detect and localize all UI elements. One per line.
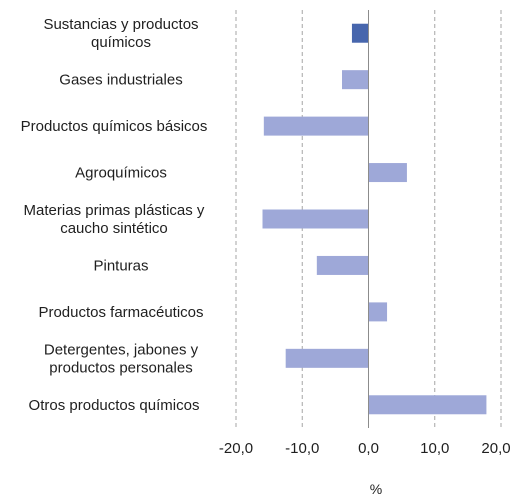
bar — [351, 23, 369, 43]
category-label: Productos farmacéuticos — [38, 304, 203, 321]
x-tick-label: 10,0 — [420, 440, 449, 457]
category-label: Otros productos químicos — [29, 397, 200, 414]
category-labels: Sustancias y productos químicos Gases indu… — [21, 16, 208, 414]
bar — [368, 302, 388, 322]
bar — [262, 209, 369, 229]
x-axis-title: % — [370, 481, 382, 495]
x-tick-label: -20,0 — [219, 440, 253, 457]
bar — [368, 163, 407, 183]
bar — [263, 116, 369, 136]
x-tick-label: 20,0 — [481, 440, 510, 457]
category-label: Materias primas plásticas y caucho sintét… — [24, 202, 205, 237]
category-label: Pinturas — [93, 257, 148, 274]
category-label: Agroquímicos — [75, 165, 167, 182]
bars — [262, 23, 487, 415]
bar — [285, 348, 369, 368]
x-tick-labels: -20,0 -10,0 0,0 10,0 20,0 — [219, 440, 511, 457]
category-label: Productos químicos básicos — [21, 118, 208, 135]
category-label: Sustancias y productos químicos — [43, 16, 198, 51]
category-label: Gases industriales — [59, 72, 182, 89]
x-tick-label: 0,0 — [358, 440, 379, 457]
bar — [342, 70, 369, 90]
bar — [316, 255, 369, 275]
category-label: Detergentes, jabones y productos personal… — [44, 341, 199, 376]
bar — [368, 395, 487, 415]
x-tick-label: -10,0 — [285, 440, 319, 457]
